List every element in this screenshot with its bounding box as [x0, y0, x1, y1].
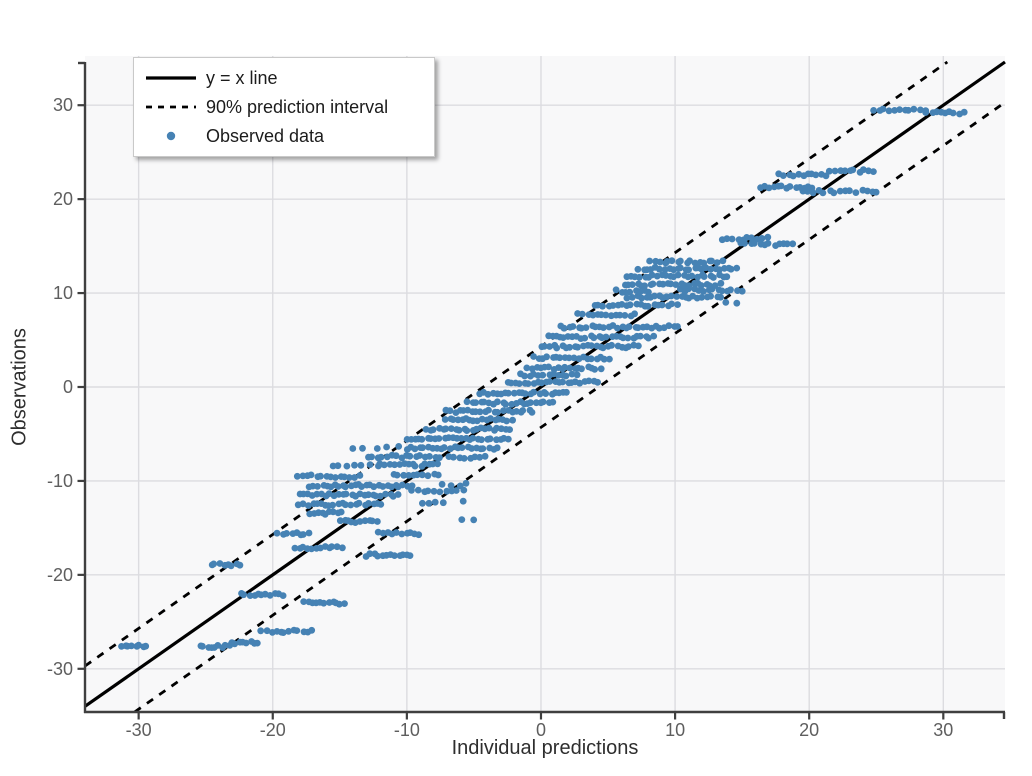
x-axis-title: Individual predictions [451, 737, 639, 759]
svg-text:0: 0 [63, 377, 73, 397]
svg-text:-10: -10 [394, 720, 420, 740]
svg-text:-10: -10 [47, 471, 73, 491]
legend-item-prediction-interval: 90% prediction interval [134, 92, 434, 121]
scatter-point-sample-icon [134, 122, 206, 150]
solid-line-sample-icon [134, 64, 206, 92]
svg-text:-30: -30 [126, 720, 152, 740]
svg-text:30: 30 [933, 720, 953, 740]
svg-text:-20: -20 [260, 720, 286, 740]
svg-text:30: 30 [53, 95, 73, 115]
svg-text:-30: -30 [47, 659, 73, 679]
svg-text:10: 10 [665, 720, 685, 740]
legend-label-observed-data: Observed data [206, 125, 325, 146]
legend: y = x line 90% prediction interval Obser… [133, 57, 435, 157]
svg-text:0: 0 [536, 720, 546, 740]
svg-text:20: 20 [799, 720, 819, 740]
svg-text:-20: -20 [47, 565, 73, 585]
y-axis-title: Observations [8, 328, 31, 446]
svg-text:10: 10 [53, 283, 73, 303]
legend-label-yx-line: y = x line [206, 67, 278, 88]
legend-item-yx-line: y = x line [134, 63, 434, 92]
legend-label-prediction-interval: 90% prediction interval [206, 96, 389, 117]
svg-text:20: 20 [53, 189, 73, 209]
dashed-line-sample-icon [134, 93, 206, 121]
legend-item-observed-data: Observed data [134, 121, 434, 150]
